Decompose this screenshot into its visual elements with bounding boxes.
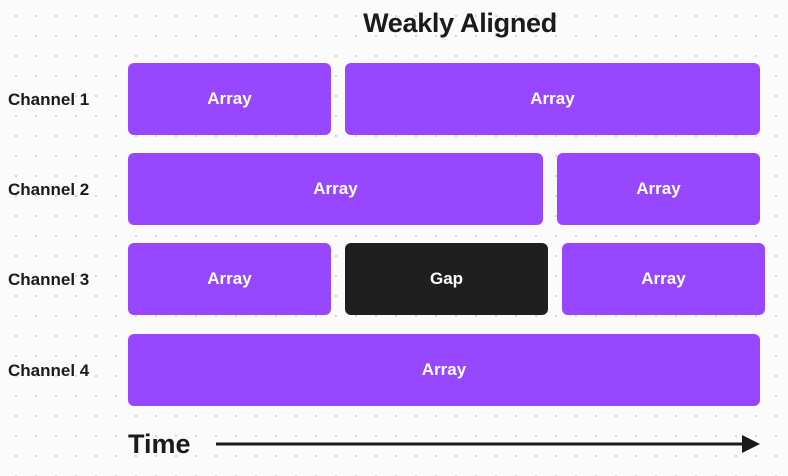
channel-1-array-block-2: Array bbox=[345, 63, 760, 135]
block-label: Gap bbox=[429, 269, 464, 288]
channel-2-array-block-2: Array bbox=[557, 153, 760, 225]
time-arrow-icon bbox=[216, 435, 760, 453]
block-label: Array bbox=[641, 269, 686, 288]
block-label: Array bbox=[207, 269, 252, 288]
block-label: Array bbox=[207, 89, 252, 108]
diagram-title: Weakly Aligned bbox=[363, 8, 557, 38]
block-label: Array bbox=[530, 89, 575, 108]
channel-3-gap-block: Gap bbox=[345, 243, 548, 315]
channel-3-array-block-2: Array bbox=[562, 243, 765, 315]
block-label: Array bbox=[636, 179, 681, 198]
channel-2-array-block-1: Array bbox=[128, 153, 543, 225]
channel-4-label: Channel 4 bbox=[8, 361, 90, 380]
channel-3-array-block-1: Array bbox=[128, 243, 331, 315]
channel-3-label: Channel 3 bbox=[8, 270, 90, 289]
channel-1-label: Channel 1 bbox=[8, 90, 90, 109]
channel-4-array-block: Array bbox=[128, 334, 760, 406]
channel-2-label: Channel 2 bbox=[8, 180, 90, 199]
time-axis-label: Time bbox=[128, 429, 191, 459]
block-label: Array bbox=[421, 360, 467, 379]
block-label: Array bbox=[313, 179, 358, 198]
channel-1-array-block-1: Array bbox=[128, 63, 331, 135]
